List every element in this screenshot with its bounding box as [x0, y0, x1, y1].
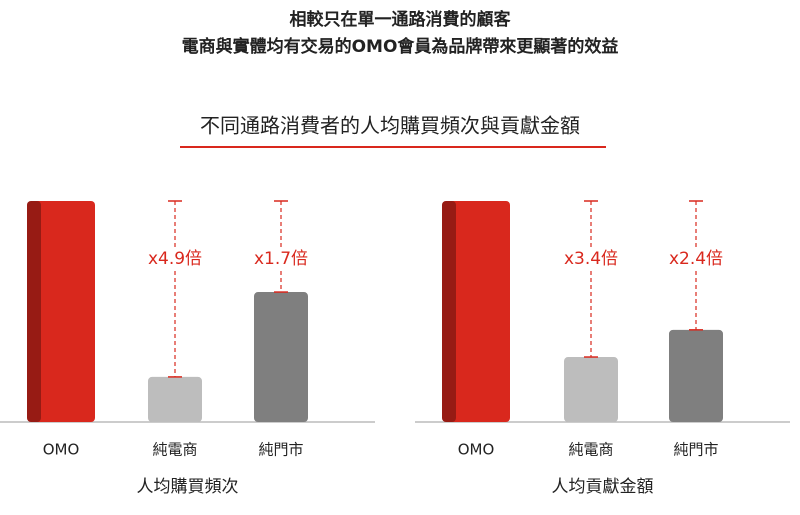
bar — [442, 201, 510, 422]
gap-label-bg — [247, 248, 315, 270]
gap-label-bg — [557, 248, 625, 270]
gap-label-bg — [662, 248, 730, 270]
title-line: 相較只在單一通路消費的顧客 — [290, 9, 512, 30]
bar — [27, 201, 95, 422]
section-title: 不同通路消費者的人均購買頻次與貢獻金額 — [200, 114, 580, 138]
gap-label-bg — [141, 248, 209, 270]
x-tick-label: 純門市 — [258, 441, 303, 459]
x-axis-title: 人均貢獻金額 — [552, 477, 654, 497]
bar-shade — [442, 201, 456, 422]
gap-label: x1.7倍 — [254, 249, 308, 269]
bar — [148, 376, 202, 422]
bar-shade — [27, 201, 41, 422]
bar — [564, 357, 618, 422]
gap-label: x2.4倍 — [669, 249, 723, 269]
x-tick-label: OMO — [43, 441, 80, 459]
gap-label: x4.9倍 — [148, 249, 202, 269]
x-tick-label: 純門市 — [673, 441, 718, 459]
x-tick-label: 純電商 — [568, 441, 613, 459]
bar — [669, 329, 723, 422]
x-tick-label: 純電商 — [152, 441, 197, 459]
x-tick-label: OMO — [458, 441, 495, 459]
bar — [254, 292, 308, 422]
x-axis-title: 人均購買頻次 — [137, 477, 239, 497]
gap-label: x3.4倍 — [564, 249, 618, 269]
title-line: 電商與實體均有交易的OMO會員為品牌帶來更顯著的效益 — [182, 36, 619, 57]
